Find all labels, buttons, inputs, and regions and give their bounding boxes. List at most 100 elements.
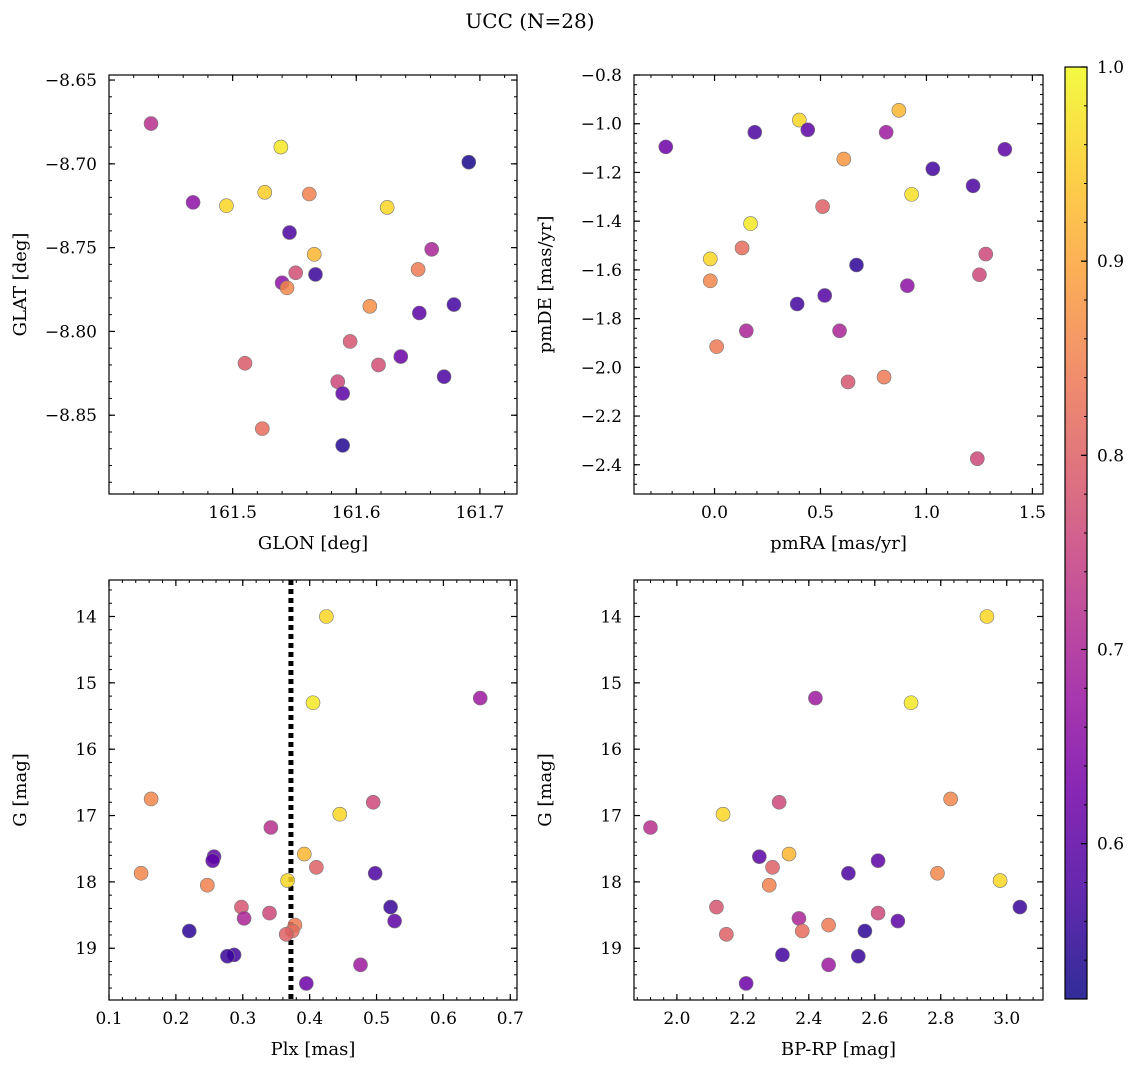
data-point — [282, 225, 297, 240]
data-point — [743, 216, 758, 231]
data-point — [900, 278, 915, 294]
y-tick-label: 15 — [600, 674, 622, 694]
data-point — [319, 609, 334, 624]
data-point — [288, 265, 303, 281]
y-tick-label: 14 — [75, 607, 97, 627]
data-point — [133, 865, 149, 881]
y-tick-label: −2.0 — [581, 358, 622, 378]
data-point — [979, 609, 995, 624]
data-point — [461, 154, 477, 170]
data-point — [765, 859, 780, 875]
x-axis-label: pmRA [mas/yr] — [770, 533, 907, 554]
axes-frame — [108, 74, 518, 495]
data-point — [379, 200, 395, 215]
x-tick-label: 0.2 — [162, 1009, 189, 1029]
data-point — [965, 178, 981, 194]
x-tick-label: 0.5 — [807, 503, 834, 523]
y-tick-label: 19 — [600, 939, 622, 959]
data-point — [878, 124, 894, 140]
data-point — [306, 247, 322, 262]
data-point — [301, 186, 317, 202]
y-tick-label: 17 — [75, 807, 97, 827]
data-point — [309, 859, 324, 875]
y-tick-label: −1.0 — [581, 115, 622, 135]
data-point — [353, 957, 368, 973]
data-point — [849, 257, 864, 273]
data-point — [715, 806, 731, 822]
x-tick-label: 161.6 — [332, 503, 381, 523]
colorbar-fill — [1065, 67, 1087, 999]
data-point — [702, 273, 718, 289]
data-point — [794, 923, 810, 939]
colorbar-tick-label: 0.8 — [1097, 446, 1124, 466]
colorbar-tick-label: 1.0 — [1097, 58, 1124, 78]
data-point — [273, 139, 289, 155]
y-tick-label: 19 — [75, 939, 97, 959]
data-point — [709, 899, 724, 915]
data-point — [972, 267, 987, 283]
data-point — [943, 791, 958, 807]
x-tick-label: 0.6 — [430, 1009, 457, 1029]
colorbar: 0.6 0.7 0.8 0.9 1.0 — [1064, 58, 1124, 1000]
data-point — [278, 927, 294, 942]
data-point — [738, 976, 754, 991]
x-tick-label: 0.1 — [95, 1009, 122, 1029]
data-point — [997, 141, 1013, 157]
y-axis-label: pmDE [mas/yr] — [535, 216, 556, 354]
data-point — [761, 877, 777, 893]
data-point — [870, 905, 886, 921]
data-point — [257, 185, 273, 200]
data-point — [876, 369, 892, 385]
panel-parallax: 0.1 0.2 0.3 0.4 0.5 0.6 0.7 14 15 16 17 18 19 Plx [ma… — [10, 579, 524, 1060]
panel-cmd: 2.0 2.2 2.4 2.6 2.8 3.0 14 15 16 17 18 19 BP-RP [mag… — [535, 579, 1044, 1060]
data-point — [841, 865, 856, 881]
y-tick-label: −1.4 — [581, 212, 622, 232]
data-point — [709, 339, 724, 354]
data-point — [992, 873, 1008, 888]
x-axis-label: Plx [mas] — [271, 1039, 356, 1060]
data-point — [297, 846, 312, 862]
data-point — [205, 853, 220, 868]
data-point — [800, 122, 816, 138]
x-axis-label: GLON [deg] — [258, 533, 368, 554]
axes-frame — [633, 579, 1044, 1001]
data-point — [332, 806, 348, 822]
x-tick-label: 0.3 — [229, 1009, 256, 1029]
data-point — [904, 187, 919, 202]
data-point — [789, 296, 805, 312]
axes-frame — [108, 579, 518, 1001]
y-tick-label: −8.65 — [45, 71, 97, 91]
panel-sky: 161.5 161.6 161.7 −8.85 −8.80 −8.75 −8.70 −8.65… — [10, 71, 518, 554]
y-tick-label: 15 — [75, 674, 97, 694]
data-point — [821, 957, 836, 973]
data-point — [903, 695, 919, 711]
data-point — [836, 151, 852, 167]
data-point — [236, 911, 252, 926]
x-tick-label: 0.5 — [363, 1009, 390, 1029]
figure-title: UCC (N=28) — [465, 9, 594, 33]
x-tick-label: 0.4 — [296, 1009, 323, 1029]
data-point — [424, 242, 439, 257]
y-tick-label: 16 — [600, 740, 622, 760]
y-tick-label: 14 — [600, 607, 622, 627]
x-tick-label: 2.6 — [861, 1009, 888, 1029]
axes-frame — [633, 74, 1044, 495]
x-axis-label: BP-RP [mag] — [781, 1039, 896, 1060]
data-point — [255, 421, 270, 436]
y-tick-label: −8.80 — [45, 322, 97, 342]
x-tick-label: 161.7 — [456, 503, 505, 523]
data-point — [305, 695, 321, 711]
data-point — [185, 195, 201, 210]
data-point — [702, 251, 718, 267]
colorbar-tick-label: 0.6 — [1097, 835, 1124, 855]
y-axis-label: G [mag] — [535, 753, 556, 826]
panels: 161.5 161.6 161.7−8.85−8.80−8.75−8.70−8.65… — [10, 66, 1046, 1060]
x-tick-label: 2.8 — [927, 1009, 954, 1029]
data-point — [891, 103, 907, 118]
data-point — [817, 288, 833, 303]
data-point — [925, 161, 941, 177]
y-tick-label: −0.8 — [581, 66, 622, 86]
data-point — [308, 267, 323, 282]
data-point — [1012, 899, 1028, 915]
